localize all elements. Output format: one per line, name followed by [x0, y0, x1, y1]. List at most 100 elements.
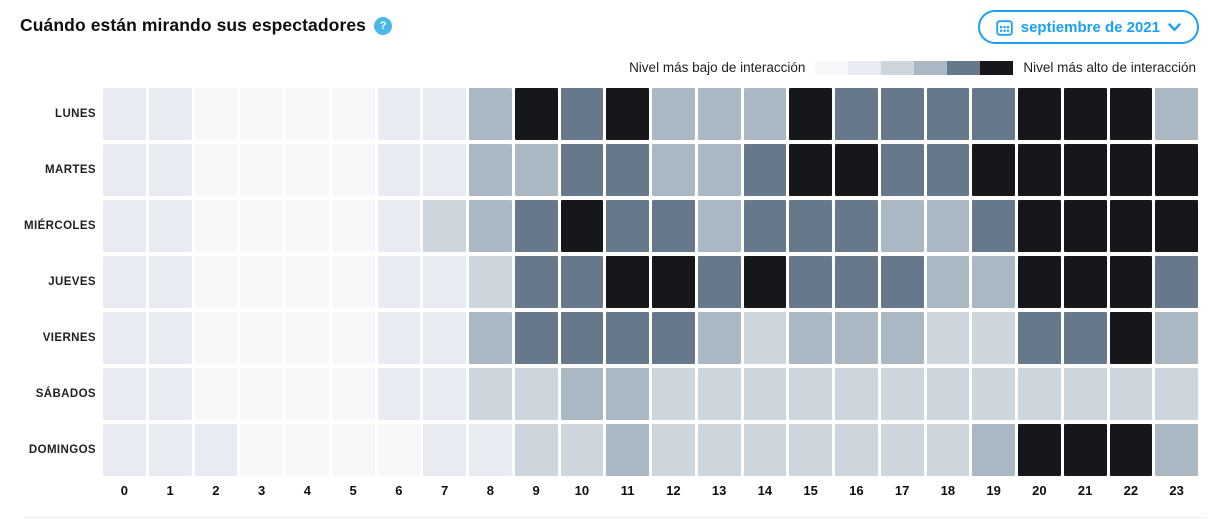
heatmap-cell	[331, 144, 375, 196]
heatmap-cell	[743, 312, 787, 364]
date-picker-label: septiembre de 2021	[1020, 18, 1160, 36]
heatmap-cell	[240, 144, 283, 196]
heatmap-cell	[697, 144, 741, 196]
heatmap-cell	[148, 88, 192, 140]
heatmap-cell	[469, 200, 512, 252]
heatmap-cell	[835, 368, 878, 420]
heatmap-cell	[286, 256, 329, 308]
heatmap-cell	[148, 312, 192, 364]
heatmap-cell	[377, 368, 421, 420]
heatmap-cell	[880, 88, 924, 140]
heatmap-cell	[1018, 256, 1061, 308]
legend-swatch-1	[815, 60, 849, 75]
heatmap-cell	[835, 312, 878, 364]
heatmap-cell	[697, 200, 741, 252]
hour-label-20: 20	[1032, 483, 1047, 498]
hour-label-4: 4	[303, 483, 311, 498]
legend-swatch-4	[914, 60, 948, 75]
heatmap-cell	[331, 200, 375, 252]
hour-label-17: 17	[894, 483, 910, 498]
heatmap-cell	[286, 88, 329, 140]
heatmap-cell	[652, 200, 695, 252]
heatmap-cell	[331, 312, 375, 364]
hour-label-10: 10	[574, 483, 590, 498]
heatmap-cell	[880, 368, 924, 420]
hour-label-14: 14	[757, 483, 773, 498]
hour-label-5: 5	[349, 483, 357, 498]
hour-label-19: 19	[986, 483, 1001, 498]
heatmap-cell	[835, 200, 878, 252]
heatmap-cell	[789, 256, 832, 308]
heatmap-cell	[789, 88, 832, 140]
heatmap-cell	[1109, 368, 1153, 420]
bottom-divider	[24, 517, 1205, 518]
heatmap-cell	[1063, 144, 1107, 196]
heatmap-cell	[331, 256, 375, 308]
hour-label-15: 15	[803, 483, 818, 498]
heatmap-cell	[926, 200, 970, 252]
heatmap-cell	[926, 144, 970, 196]
heatmap-cell	[926, 368, 970, 420]
heatmap-cell	[1155, 368, 1198, 420]
heatmap-cell	[972, 312, 1015, 364]
heatmap-cell	[652, 312, 695, 364]
heatmap-cell	[789, 144, 832, 196]
heatmap-cell	[697, 88, 741, 140]
heatmap-cell	[560, 256, 604, 308]
heatmap-cell	[1109, 256, 1153, 308]
heatmap-cell	[926, 312, 970, 364]
heatmap-cell	[880, 144, 924, 196]
engagement-legend: Nivel más bajo de interacción Nivel más …	[629, 60, 1196, 75]
heatmap-cell	[1063, 368, 1107, 420]
heatmap-cell	[286, 368, 329, 420]
heatmap-cell	[377, 256, 421, 308]
hour-label-18: 18	[940, 483, 956, 498]
heatmap-cell	[1063, 312, 1107, 364]
heatmap-cell	[514, 144, 558, 196]
heatmap-cell	[1109, 88, 1153, 140]
heatmap-cell	[331, 88, 375, 140]
page-title: Cuándo están mirando sus espectadores	[20, 15, 367, 35]
hour-label-13: 13	[711, 483, 727, 498]
heatmap-cell	[835, 256, 878, 308]
legend-high-label: Nivel más alto de interacción	[1023, 60, 1196, 75]
heatmap-cell	[1063, 424, 1107, 476]
heatmap-cell	[1018, 88, 1061, 140]
heatmap-cell	[103, 256, 146, 308]
heatmap-cell	[514, 312, 558, 364]
day-label-lunes: LUNES	[55, 108, 96, 120]
heatmap-cell	[423, 424, 466, 476]
day-label-viernes: VIERNES	[42, 332, 96, 344]
date-picker-button[interactable]: septiembre de 2021	[977, 10, 1199, 44]
heatmap-cell	[103, 424, 146, 476]
hour-label-9: 9	[532, 483, 540, 498]
hour-label-23: 23	[1169, 483, 1184, 498]
hour-label-8: 8	[486, 483, 494, 498]
heatmap-cell	[423, 144, 466, 196]
hour-label-1: 1	[166, 483, 174, 498]
heatmap-cell	[103, 144, 146, 196]
help-icon[interactable]: ?	[374, 16, 393, 35]
heatmap-cell	[697, 312, 741, 364]
heatmap-cell	[514, 200, 558, 252]
heatmap-cell	[514, 88, 558, 140]
heatmap-cell	[1109, 200, 1153, 252]
heatmap-cell	[880, 424, 924, 476]
legend-color-scale	[815, 60, 1014, 75]
heatmap-cell	[286, 200, 329, 252]
day-label-domingos: DOMINGOS	[28, 444, 96, 456]
heatmap-cell	[1155, 424, 1198, 476]
heatmap-cell	[972, 88, 1015, 140]
day-label-jueves: JUEVES	[48, 276, 96, 288]
heatmap-cell	[469, 88, 512, 140]
heatmap-grid: LUNES MARTES MIÉRCOLES JUEVES VIERNES SÁBADOS…	[0, 88, 1198, 476]
heatmap-cell	[514, 368, 558, 420]
heatmap-cell	[240, 256, 283, 308]
heatmap-cell	[880, 312, 924, 364]
heatmap-cell	[1063, 88, 1107, 140]
hour-label-2: 2	[212, 483, 220, 498]
hour-label-7: 7	[441, 483, 449, 498]
heatmap-cell	[194, 312, 238, 364]
heatmap-cell	[652, 256, 695, 308]
